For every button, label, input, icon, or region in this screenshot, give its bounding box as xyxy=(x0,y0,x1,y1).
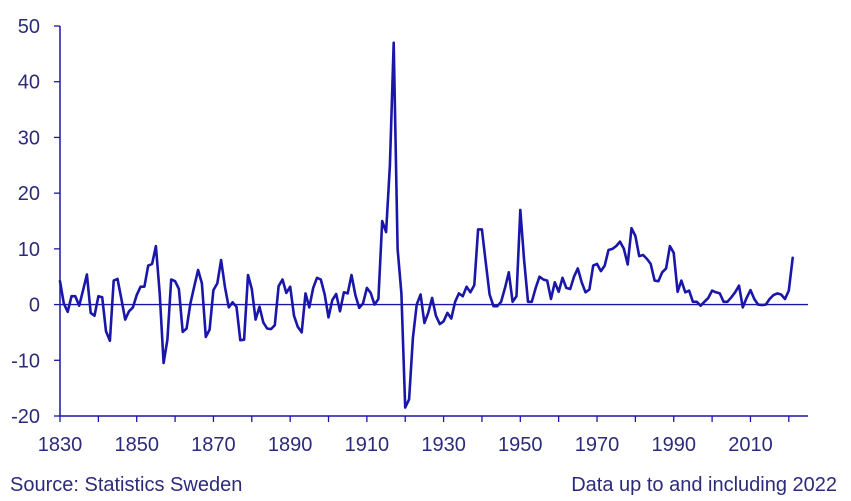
y-tick-label: 10 xyxy=(18,239,40,261)
x-axis-ticks xyxy=(59,416,790,422)
x-tick-label: 1850 xyxy=(114,434,159,456)
x-tick-label: 1970 xyxy=(575,434,620,456)
x-tick-label: 1890 xyxy=(268,434,313,456)
x-axis-tick-labels: 1830 1850 1870 1890 1910 1930 1950 1970 1990 2010 xyxy=(38,434,773,456)
y-tick-label: 20 xyxy=(18,183,40,205)
y-axis-tick-labels: 50 40 30 20 10 0 -10 -20 xyxy=(11,16,40,428)
x-tick-label: 2010 xyxy=(728,434,773,456)
x-tick-label: 1930 xyxy=(421,434,466,456)
x-tick-label: 1950 xyxy=(498,434,543,456)
data-range-note: Data up to and including 2022 xyxy=(571,474,837,496)
y-tick-label: 50 xyxy=(18,16,40,38)
y-tick-label: 0 xyxy=(29,295,40,317)
y-tick-label: 40 xyxy=(18,72,40,94)
source-note: Source: Statistics Sweden xyxy=(10,474,243,496)
y-tick-label: 30 xyxy=(18,127,40,149)
x-tick-label: 1830 xyxy=(38,434,83,456)
x-tick-label: 1990 xyxy=(651,434,696,456)
x-tick-label: 1910 xyxy=(345,434,390,456)
y-tick-label: -20 xyxy=(11,406,40,428)
series-line xyxy=(58,41,794,409)
y-tick-label: -10 xyxy=(11,350,40,372)
x-tick-label: 1870 xyxy=(191,434,236,456)
y-axis-ticks xyxy=(54,25,60,417)
